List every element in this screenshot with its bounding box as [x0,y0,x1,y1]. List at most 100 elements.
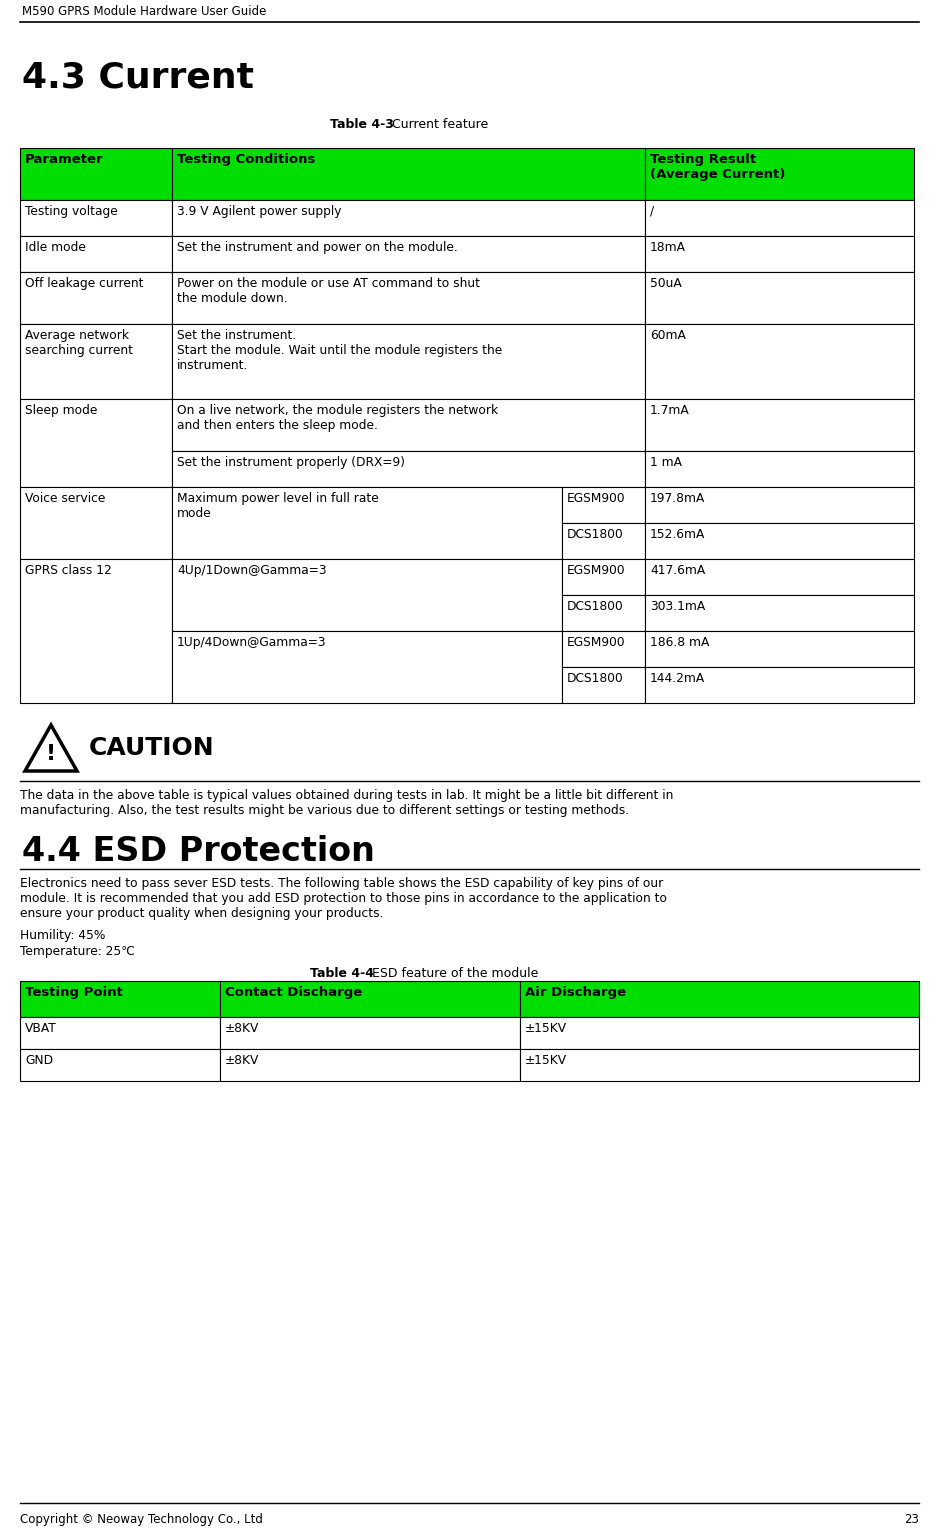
Bar [20,400,172,487]
Bar [645,273,914,325]
Text: VBAT: VBAT [25,1023,56,1035]
Bar [20,487,172,559]
Bar [172,273,645,325]
Bar [172,559,562,631]
Text: Temperature: 25℃: Temperature: 25℃ [20,945,135,958]
Text: !: ! [46,744,56,764]
Text: 4.4 ESD Protection: 4.4 ESD Protection [22,834,375,868]
Bar [562,631,645,668]
Text: Copyright © Neoway Technology Co., Ltd: Copyright © Neoway Technology Co., Ltd [20,1513,263,1526]
Bar [20,1017,220,1049]
Text: Power on the module or use AT command to shut
the module down.: Power on the module or use AT command to… [177,277,480,305]
Text: 50uA: 50uA [650,277,682,289]
Text: 1Up/4Down@Gamma=3: 1Up/4Down@Gamma=3 [177,635,327,649]
Text: Testing Point: Testing Point [25,986,123,1000]
Text: 152.6mA: 152.6mA [650,528,705,540]
Bar [562,596,645,631]
Bar [645,325,914,400]
Text: EGSM900: EGSM900 [567,563,625,577]
Bar [20,1049,220,1081]
Bar [20,201,172,236]
Bar [645,487,914,524]
Text: 23: 23 [904,1513,919,1526]
Text: The data in the above table is typical values obtained during tests in lab. It m: The data in the above table is typical v… [20,788,673,818]
Text: 144.2mA: 144.2mA [650,672,705,684]
Text: Current feature: Current feature [388,118,488,132]
Bar [20,981,220,1017]
Text: DCS1800: DCS1800 [567,600,623,612]
Text: 3.9 V Agilent power supply: 3.9 V Agilent power supply [177,205,342,217]
Bar [20,325,172,400]
Text: Testing voltage: Testing voltage [25,205,117,217]
Bar [220,1017,520,1049]
Bar [172,236,645,273]
Bar [520,1017,919,1049]
Bar [172,452,645,487]
Text: ±8KV: ±8KV [225,1023,259,1035]
Bar [645,201,914,236]
Text: On a live network, the module registers the network
and then enters the sleep mo: On a live network, the module registers … [177,404,498,432]
Bar [520,981,919,1017]
Text: Idle mode: Idle mode [25,240,85,254]
Bar [645,236,914,273]
Bar [172,325,645,400]
Bar [220,1049,520,1081]
Text: Off leakage current: Off leakage current [25,277,144,289]
Bar [645,149,914,201]
Bar [20,236,172,273]
Text: Maximum power level in full rate
mode: Maximum power level in full rate mode [177,491,378,521]
Text: 197.8mA: 197.8mA [650,491,705,505]
Bar [645,452,914,487]
Bar [20,149,172,201]
Text: DCS1800: DCS1800 [567,528,623,540]
Bar [172,487,562,559]
Bar [562,668,645,703]
Bar [562,487,645,524]
Text: ±15KV: ±15KV [525,1023,567,1035]
Text: 60mA: 60mA [650,329,685,341]
Bar [645,631,914,668]
Bar [645,668,914,703]
Bar [172,149,645,201]
Bar [20,559,172,703]
Text: ESD feature of the module: ESD feature of the module [368,968,538,980]
Bar [645,524,914,559]
Bar [645,596,914,631]
Bar [562,524,645,559]
Text: Table 4-3: Table 4-3 [330,118,393,132]
Bar [220,981,520,1017]
Bar [20,273,172,325]
Text: 4.3 Current: 4.3 Current [22,60,254,93]
Text: 186.8 mA: 186.8 mA [650,635,709,649]
Polygon shape [25,726,77,772]
Text: Humility: 45%: Humility: 45% [20,929,105,942]
Text: 303.1mA: 303.1mA [650,600,705,612]
Bar [645,559,914,596]
Bar [645,400,914,452]
Text: Set the instrument properly (DRX=9): Set the instrument properly (DRX=9) [177,456,405,468]
Bar [172,201,645,236]
Text: DCS1800: DCS1800 [567,672,623,684]
Text: Set the instrument and power on the module.: Set the instrument and power on the modu… [177,240,457,254]
Text: 4Up/1Down@Gamma=3: 4Up/1Down@Gamma=3 [177,563,327,577]
Text: CAUTION: CAUTION [89,736,215,759]
Text: 1.7mA: 1.7mA [650,404,690,416]
Text: M590 GPRS Module Hardware User Guide: M590 GPRS Module Hardware User Guide [22,5,267,18]
Text: Contact Discharge: Contact Discharge [225,986,362,1000]
Text: Set the instrument.
Start the module. Wait until the module registers the
instru: Set the instrument. Start the module. Wa… [177,329,502,372]
Text: Air Discharge: Air Discharge [525,986,626,1000]
Text: ±15KV: ±15KV [525,1053,567,1067]
Text: GPRS class 12: GPRS class 12 [25,563,112,577]
Text: ±8KV: ±8KV [225,1053,259,1067]
Text: /: / [650,205,654,217]
Text: Testing Result
(Average Current): Testing Result (Average Current) [650,153,785,181]
Text: GND: GND [25,1053,54,1067]
Text: EGSM900: EGSM900 [567,491,625,505]
Text: Voice service: Voice service [25,491,105,505]
Text: Sleep mode: Sleep mode [25,404,98,416]
Bar [172,631,562,703]
Bar [562,559,645,596]
Text: 1 mA: 1 mA [650,456,682,468]
Text: 18mA: 18mA [650,240,686,254]
Text: 417.6mA: 417.6mA [650,563,705,577]
